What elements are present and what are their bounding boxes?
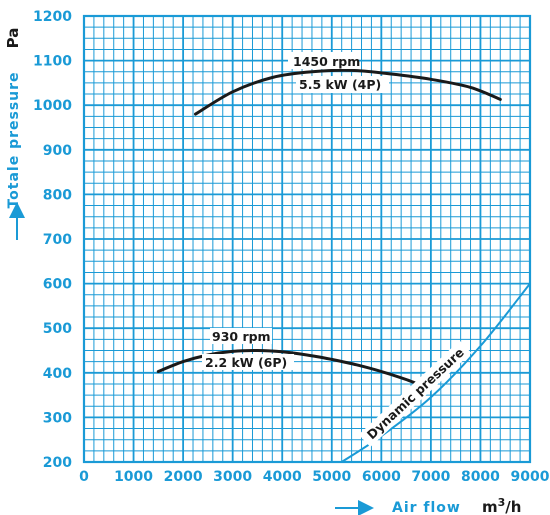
y-axis-unit: Pa xyxy=(4,28,22,49)
y-tick-label: 300 xyxy=(43,410,72,426)
label-930: 930 rpm 2.2 kW (6P) xyxy=(202,328,294,370)
series-1450-sublabel: 5.5 kW (4P) xyxy=(299,77,381,92)
label-1450: 1450 rpm 5.5 kW (4P) xyxy=(288,52,389,93)
x-tick-label: 9000 xyxy=(511,469,550,485)
x-axis-unit: m3/h xyxy=(482,496,521,515)
chart-grid xyxy=(82,14,532,464)
x-tick-label: 4000 xyxy=(263,469,302,485)
y-tick-label: 700 xyxy=(43,232,72,248)
x-axis-unit-main: m xyxy=(482,498,498,515)
label-dynamic: Dynamic pressure xyxy=(358,340,472,448)
x-tick-label: 0 xyxy=(79,469,89,485)
y-axis-title: Totale pressure xyxy=(6,71,22,208)
x-axis-title: Air flow xyxy=(392,500,461,515)
chart-curves xyxy=(156,68,531,463)
x-axis-unit-sup: 3 xyxy=(498,496,506,509)
x-tick-label: 6000 xyxy=(362,469,401,485)
y-tick-label: 800 xyxy=(43,187,72,203)
y-tick-label: 200 xyxy=(43,455,72,471)
y-tick-label: 1000 xyxy=(33,98,72,114)
curve-1450-rpm xyxy=(194,68,502,116)
y-tick-label: 1200 xyxy=(33,9,72,25)
y-tick-labels: 200 300 400 500 600 700 800 900 1000 1100 1200 xyxy=(33,9,72,471)
series-dynamic-name: Dynamic pressure xyxy=(364,345,467,443)
x-tick-label: 1000 xyxy=(114,469,153,485)
x-tick-label: 3000 xyxy=(213,469,252,485)
series-930-name: 930 rpm xyxy=(212,329,271,344)
x-tick-labels: 0 1000 2000 3000 4000 5000 6000 7000 8000 9000 xyxy=(79,469,550,485)
x-tick-label: 7000 xyxy=(411,469,450,485)
x-tick-label: 8000 xyxy=(461,469,500,485)
plot-frame xyxy=(82,14,532,464)
series-930-sublabel: 2.2 kW (6P) xyxy=(205,355,287,370)
y-tick-label: 400 xyxy=(43,366,72,382)
y-tick-label: 1100 xyxy=(33,54,72,70)
y-tick-label: 500 xyxy=(43,321,72,337)
y-tick-label: 900 xyxy=(43,143,72,159)
x-axis-unit-tail: /h xyxy=(505,498,521,515)
y-tick-label: 600 xyxy=(43,277,72,293)
x-tick-label: 2000 xyxy=(164,469,203,485)
series-1450-name: 1450 rpm xyxy=(293,54,360,69)
x-tick-label: 5000 xyxy=(312,469,351,485)
